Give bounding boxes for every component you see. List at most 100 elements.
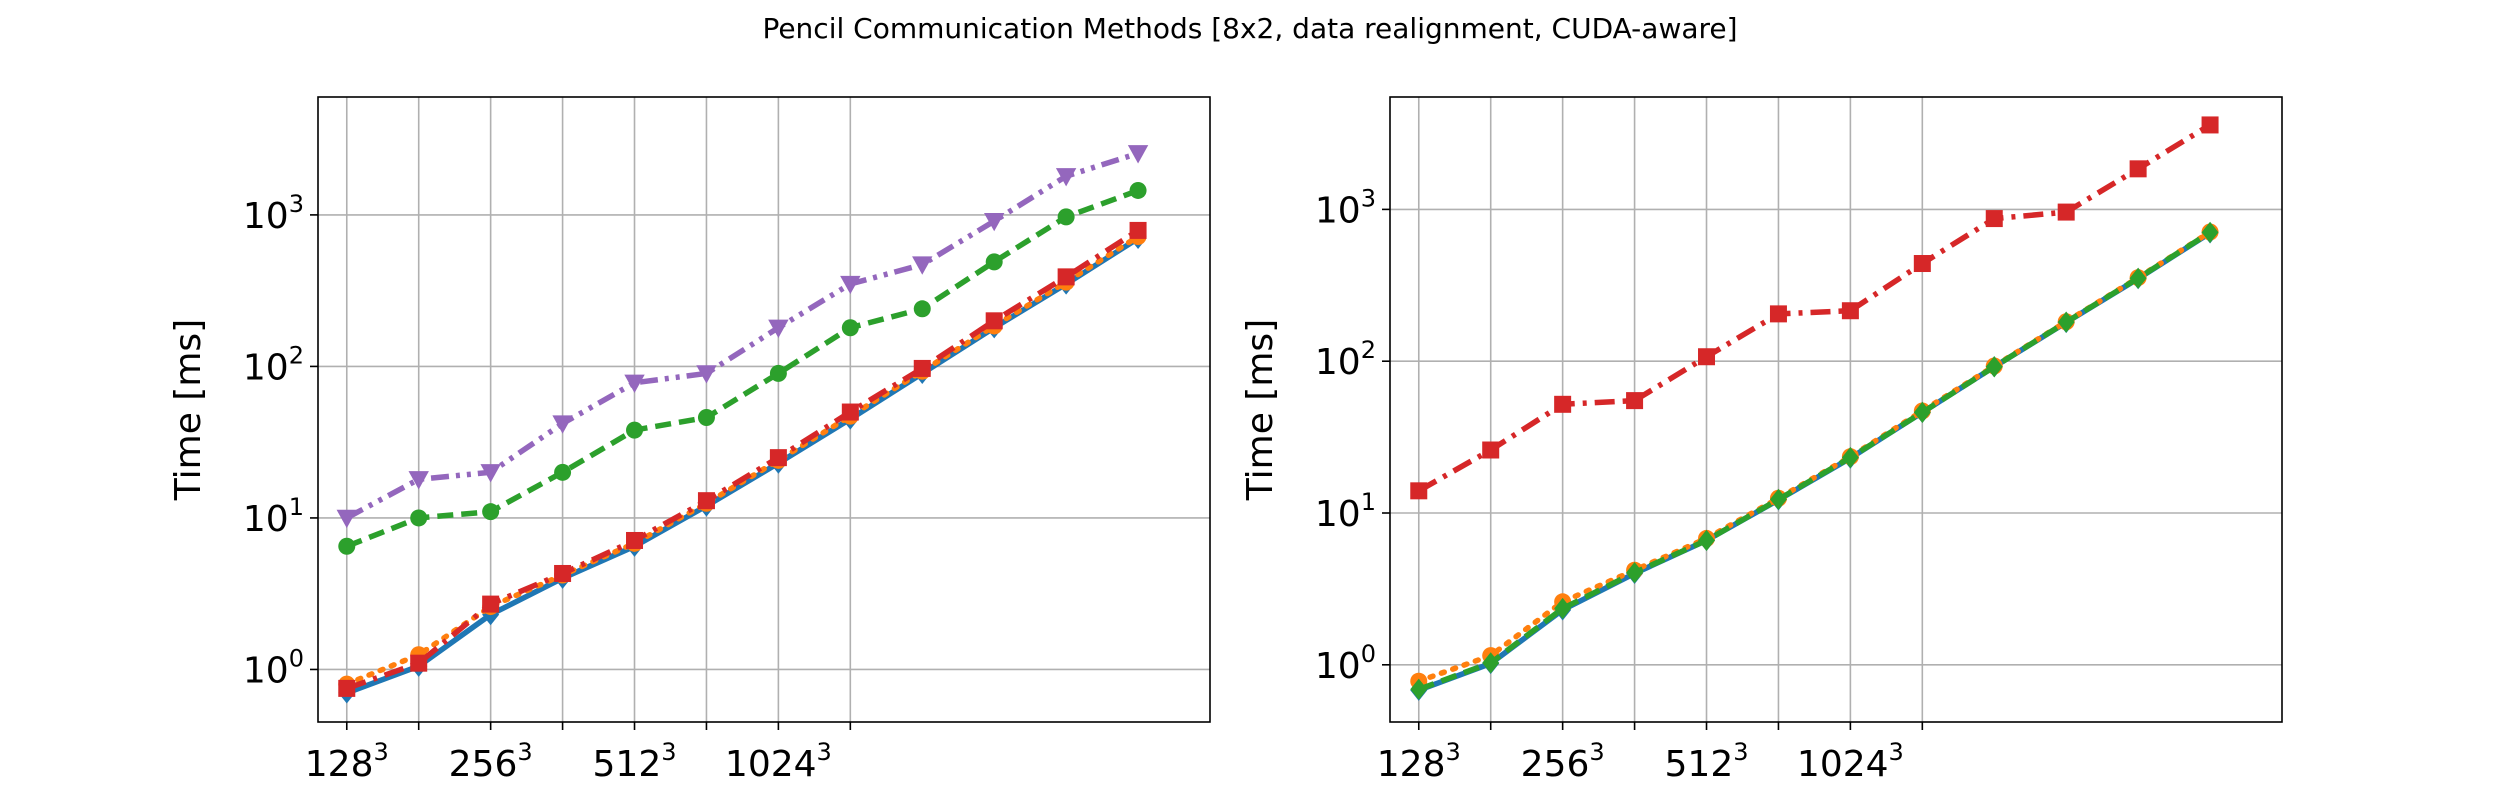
x-tick-label-exponent: 3 bbox=[517, 738, 532, 766]
series-line bbox=[345, 150, 1139, 521]
data-point bbox=[482, 595, 500, 613]
data-point bbox=[985, 253, 1003, 271]
y-tick-label-base: 10 bbox=[243, 347, 289, 388]
x-tick-label-exponent: 3 bbox=[1889, 738, 1904, 766]
x-tick-label-base: 256 bbox=[1521, 744, 1590, 785]
x-tick-label-base: 128 bbox=[1377, 744, 1446, 785]
y-tick-label: 103 bbox=[1315, 184, 1376, 231]
x-tick-label: 1283 bbox=[1377, 738, 1461, 785]
data-point bbox=[338, 537, 356, 555]
data-point bbox=[1129, 221, 1147, 239]
y-tick-label-base: 10 bbox=[243, 499, 289, 540]
x-tick-label-base: 512 bbox=[593, 744, 662, 785]
x-tick-label-base: 128 bbox=[305, 744, 374, 785]
data-point bbox=[1769, 305, 1787, 323]
x-tick-label-exponent: 3 bbox=[661, 738, 676, 766]
data-point bbox=[2057, 311, 2075, 333]
data-point bbox=[841, 403, 859, 421]
data-point bbox=[1410, 678, 1428, 700]
data-point bbox=[697, 409, 715, 427]
x-tick-label: 1283 bbox=[305, 738, 389, 785]
y-tick-label: 102 bbox=[1315, 336, 1376, 383]
data-point bbox=[1841, 302, 1859, 320]
x-tick-label: 10243 bbox=[725, 738, 832, 785]
y-axis-label: Time [ms] bbox=[168, 319, 209, 501]
y-tick-label-exponent: 3 bbox=[289, 190, 304, 218]
data-point bbox=[338, 679, 356, 697]
data-point bbox=[1769, 488, 1787, 510]
data-point bbox=[1985, 210, 2003, 228]
data-point bbox=[552, 415, 573, 434]
data-point bbox=[985, 312, 1003, 330]
data-point bbox=[480, 464, 501, 483]
y-tick-label-exponent: 3 bbox=[1361, 184, 1376, 212]
y-tick-label-exponent: 0 bbox=[289, 644, 304, 672]
data-point bbox=[1913, 255, 1931, 273]
y-tick-label-base: 10 bbox=[243, 196, 289, 237]
data-point bbox=[1482, 652, 1500, 674]
x-tick-label: 2563 bbox=[449, 738, 533, 785]
series-4 bbox=[336, 145, 1149, 529]
series-line bbox=[345, 228, 1140, 691]
series-3 bbox=[1410, 221, 2219, 700]
x-tick-label-exponent: 3 bbox=[373, 738, 388, 766]
x-tick-label: 2563 bbox=[1521, 738, 1605, 785]
data-point bbox=[1482, 441, 1500, 459]
y-tick-label-base: 10 bbox=[1315, 646, 1361, 687]
x-tick-label-base: 1024 bbox=[725, 744, 817, 785]
x-tick-label-exponent: 3 bbox=[817, 738, 832, 766]
y-tick-label: 102 bbox=[243, 341, 304, 388]
x-tick-label: 10243 bbox=[1797, 738, 1904, 785]
data-point bbox=[983, 212, 1005, 232]
axes-frame bbox=[317, 96, 1211, 723]
data-point bbox=[840, 275, 861, 295]
series-line bbox=[1417, 230, 2212, 692]
data-point bbox=[482, 503, 500, 521]
y-tick-label-exponent: 1 bbox=[1361, 488, 1376, 516]
y-tick-label-base: 10 bbox=[1315, 342, 1361, 383]
data-point bbox=[1841, 446, 1859, 469]
x-tick-label-base: 512 bbox=[1665, 744, 1734, 785]
data-point bbox=[697, 492, 715, 510]
y-tick-label: 103 bbox=[243, 190, 304, 237]
data-point bbox=[1129, 181, 1147, 199]
y-tick-label-exponent: 2 bbox=[1361, 336, 1376, 364]
data-point bbox=[1913, 401, 1931, 424]
data-point bbox=[2129, 267, 2147, 289]
x-tick-label: 5123 bbox=[1665, 738, 1749, 785]
data-point bbox=[1698, 529, 1716, 552]
data-point bbox=[626, 531, 644, 549]
data-point bbox=[1554, 395, 1572, 413]
data-point bbox=[1626, 561, 1644, 584]
x-tick-label-exponent: 3 bbox=[1733, 738, 1748, 766]
data-point bbox=[1554, 597, 1572, 620]
data-point bbox=[2129, 160, 2147, 178]
data-point bbox=[410, 654, 428, 672]
data-point bbox=[1698, 348, 1716, 366]
y-tick-label-exponent: 2 bbox=[289, 341, 304, 369]
series-line bbox=[345, 187, 1140, 549]
data-point bbox=[1626, 392, 1644, 410]
data-point bbox=[841, 319, 859, 337]
data-point bbox=[912, 256, 933, 275]
data-point bbox=[768, 319, 789, 338]
data-point bbox=[1057, 268, 1075, 286]
y-tick-label-base: 10 bbox=[1315, 494, 1361, 535]
x-tick-label-exponent: 3 bbox=[1445, 738, 1460, 766]
y-tick-label-exponent: 1 bbox=[289, 493, 304, 521]
data-point bbox=[410, 509, 428, 527]
series-line bbox=[1416, 229, 2213, 684]
figure-title: Pencil Communication Methods [8x2, data … bbox=[762, 12, 1737, 45]
axes-frame bbox=[1389, 96, 2283, 723]
data-point bbox=[1985, 356, 2003, 378]
y-tick-label-exponent: 0 bbox=[1361, 640, 1376, 668]
x-tick-label-exponent: 3 bbox=[1589, 738, 1604, 766]
data-point bbox=[624, 374, 645, 393]
data-point bbox=[336, 509, 357, 529]
data-point bbox=[913, 359, 931, 377]
data-point bbox=[1057, 208, 1075, 226]
data-point bbox=[2201, 116, 2219, 134]
